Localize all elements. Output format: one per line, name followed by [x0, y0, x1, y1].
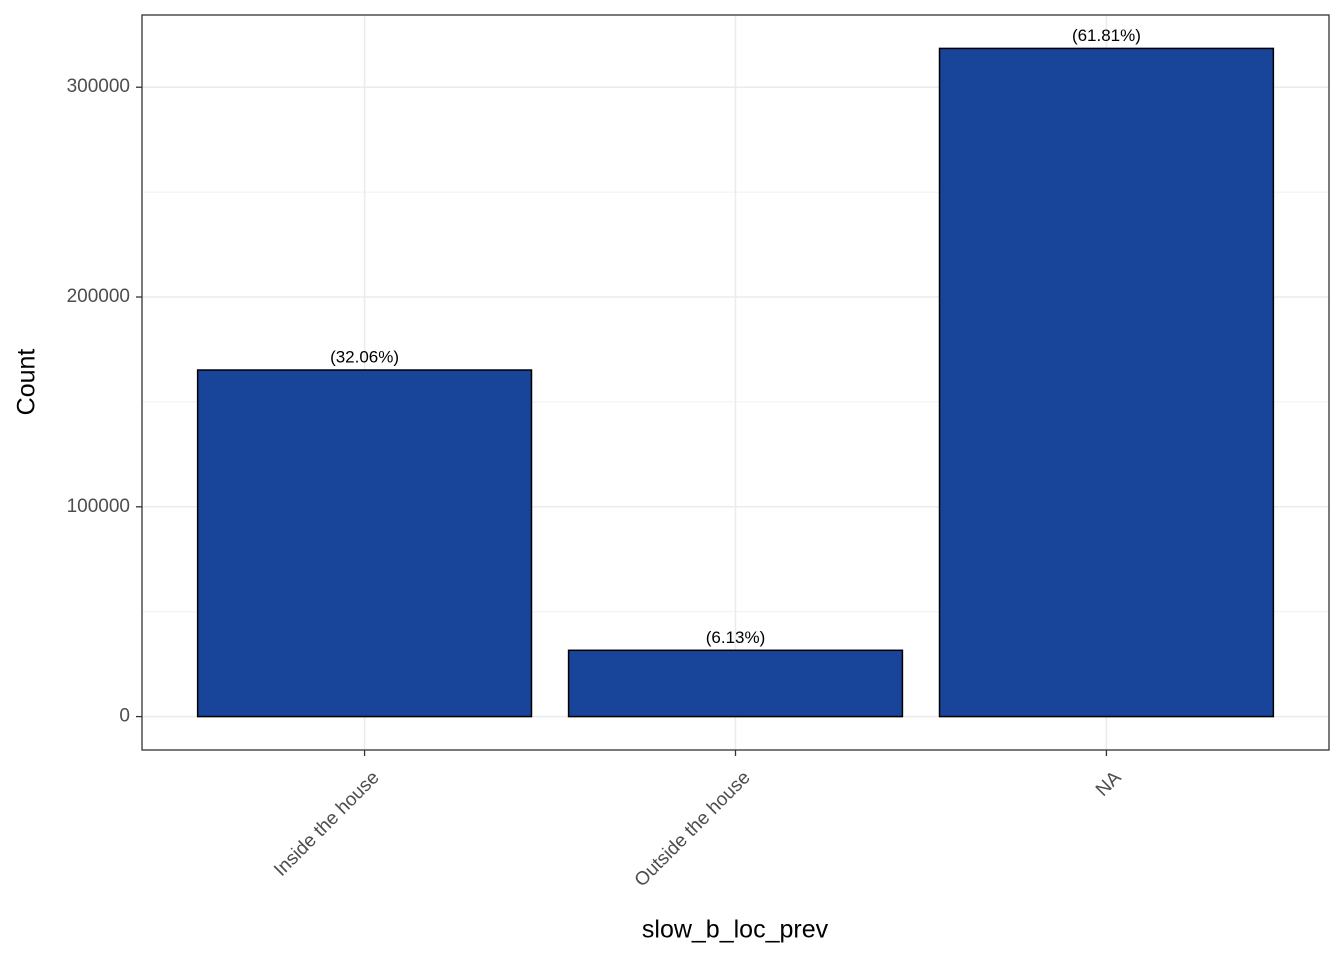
y-axis-title: Count	[13, 349, 41, 416]
bar-annotation: (61.81%)	[1072, 26, 1141, 45]
bar	[938, 47, 1275, 718]
bars	[196, 47, 1275, 718]
bar	[196, 369, 533, 718]
y-tick-label: 300000	[67, 76, 130, 97]
bar	[567, 649, 904, 718]
bar-annotation: (32.06%)	[330, 348, 399, 367]
y-tick-label: 200000	[67, 286, 130, 307]
y-tick-label: 0	[119, 706, 130, 727]
y-tick-label: 100000	[67, 496, 130, 517]
bar-annotation: (6.13%)	[706, 628, 766, 647]
x-axis-title: slow_b_loc_prev	[642, 916, 829, 944]
